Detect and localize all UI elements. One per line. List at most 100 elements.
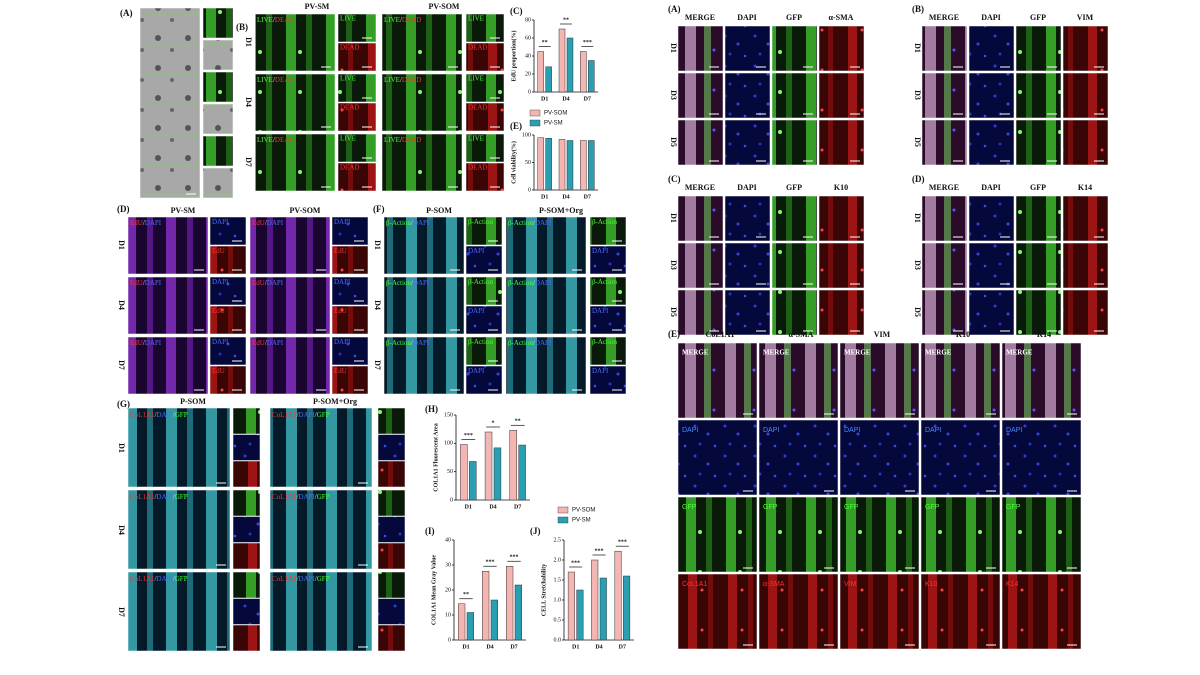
- bar: [580, 51, 587, 93]
- label: MERGE: [929, 183, 959, 192]
- label: CoL1A1: [682, 581, 707, 588]
- label: GFP: [786, 183, 802, 192]
- tile-label-part: /: [411, 279, 413, 287]
- tile-label: LIVE/DEAD: [257, 136, 294, 144]
- label: (A): [120, 8, 133, 18]
- micrograph: [381, 13, 463, 72]
- micrograph: [505, 276, 587, 335]
- micrograph: [127, 407, 231, 488]
- label: (E): [668, 329, 680, 339]
- micrograph: [465, 305, 503, 335]
- micrograph: [465, 336, 503, 366]
- label: (G): [117, 399, 130, 409]
- bar: [567, 571, 575, 641]
- label: D4: [489, 504, 496, 510]
- micrograph: [1015, 119, 1062, 166]
- tile-label-part: DAPI: [592, 247, 609, 255]
- micrograph: [921, 195, 968, 242]
- micrograph: [589, 336, 627, 366]
- label: D4: [117, 300, 126, 310]
- label: 30: [445, 562, 451, 568]
- micrograph: [921, 25, 968, 72]
- tile-label-part: EdU: [130, 219, 143, 227]
- tile-label-part: DAPI: [334, 218, 351, 226]
- tile-label-part: DEAD: [402, 136, 421, 144]
- micrograph: [818, 25, 865, 72]
- micrograph: [254, 73, 336, 132]
- micrograph: [677, 119, 724, 166]
- micrograph: [232, 460, 261, 488]
- micrograph: [1062, 25, 1109, 72]
- micrograph: [465, 245, 503, 275]
- tile-label-part: DAPI: [298, 575, 315, 583]
- micrograph: [1015, 242, 1062, 289]
- micrograph: [465, 365, 503, 395]
- label: D3: [913, 90, 922, 100]
- tile-label-part: LIVE: [384, 16, 400, 24]
- legend-swatch: [529, 109, 541, 117]
- label: D1: [462, 644, 469, 650]
- tile-label-part: DAPI: [212, 278, 229, 286]
- label: α-SMA: [763, 581, 785, 588]
- label: PV-SM: [171, 206, 196, 215]
- micrograph: [1062, 72, 1109, 119]
- label: D7: [514, 504, 521, 510]
- label: D1: [572, 644, 579, 650]
- micrograph: [209, 245, 247, 275]
- tile-label-part: EdU: [212, 367, 225, 375]
- label: (D): [117, 204, 130, 214]
- micrograph: [202, 71, 234, 103]
- micrograph: [202, 135, 234, 167]
- micrograph: [1001, 419, 1082, 496]
- legend-swatch: [557, 516, 569, 524]
- micrograph: [381, 73, 463, 132]
- micrograph: [269, 571, 373, 652]
- micrograph: [589, 305, 627, 335]
- micrograph: [677, 289, 724, 336]
- tile-label-part: /: [297, 575, 299, 583]
- tile-label: β-Action: [592, 338, 617, 346]
- label: D1: [244, 37, 253, 47]
- micrograph: [331, 216, 369, 246]
- tile-label: CoL1A1/DAPI/GFP: [130, 575, 188, 583]
- label: DEAD: [468, 104, 487, 112]
- label: COL1A1 Mean Gray Value: [431, 555, 437, 626]
- micrograph: [232, 542, 261, 570]
- tile-label-part: β-Action: [386, 339, 411, 347]
- label: D5: [669, 137, 678, 147]
- tile-label-part: DAPI: [413, 219, 430, 227]
- bar: [558, 139, 566, 191]
- label: ***: [486, 560, 495, 566]
- micrograph: [209, 216, 247, 246]
- tile-label-part: DAPI: [267, 279, 284, 287]
- label: **: [563, 17, 569, 23]
- label: **: [515, 419, 521, 425]
- micrograph: [839, 342, 920, 419]
- bar: [466, 612, 474, 641]
- label: 1.5: [554, 577, 562, 583]
- tile-label-part: DAPI: [592, 307, 609, 315]
- tile-label: CoL1A1/DAPI/GFP: [130, 411, 188, 419]
- label: K10: [956, 330, 970, 339]
- label: D4: [486, 644, 493, 650]
- micrograph: [818, 195, 865, 242]
- tile-label-part: LIVE: [257, 76, 273, 84]
- tile-label: LIVE/DEAD: [257, 16, 294, 24]
- micrograph: [337, 133, 377, 163]
- micrograph: [677, 496, 758, 573]
- micrograph: [839, 496, 920, 573]
- label: DAPI: [737, 13, 757, 22]
- tile-label-part: /: [155, 575, 157, 583]
- label: DEAD: [340, 104, 359, 112]
- tile-label-part: /: [315, 575, 317, 583]
- bar: [588, 60, 595, 93]
- label: COL1A1 Fluorescent Area: [433, 423, 439, 491]
- tile-label-part: CoL1A1: [272, 575, 297, 583]
- bar: [493, 447, 502, 501]
- micrograph: [771, 195, 818, 242]
- bar: [484, 431, 493, 501]
- tile-label-part: β-Action: [592, 338, 617, 346]
- tile-label-part: DAPI: [156, 493, 173, 501]
- micrograph: [232, 598, 261, 625]
- label: D5: [669, 307, 678, 317]
